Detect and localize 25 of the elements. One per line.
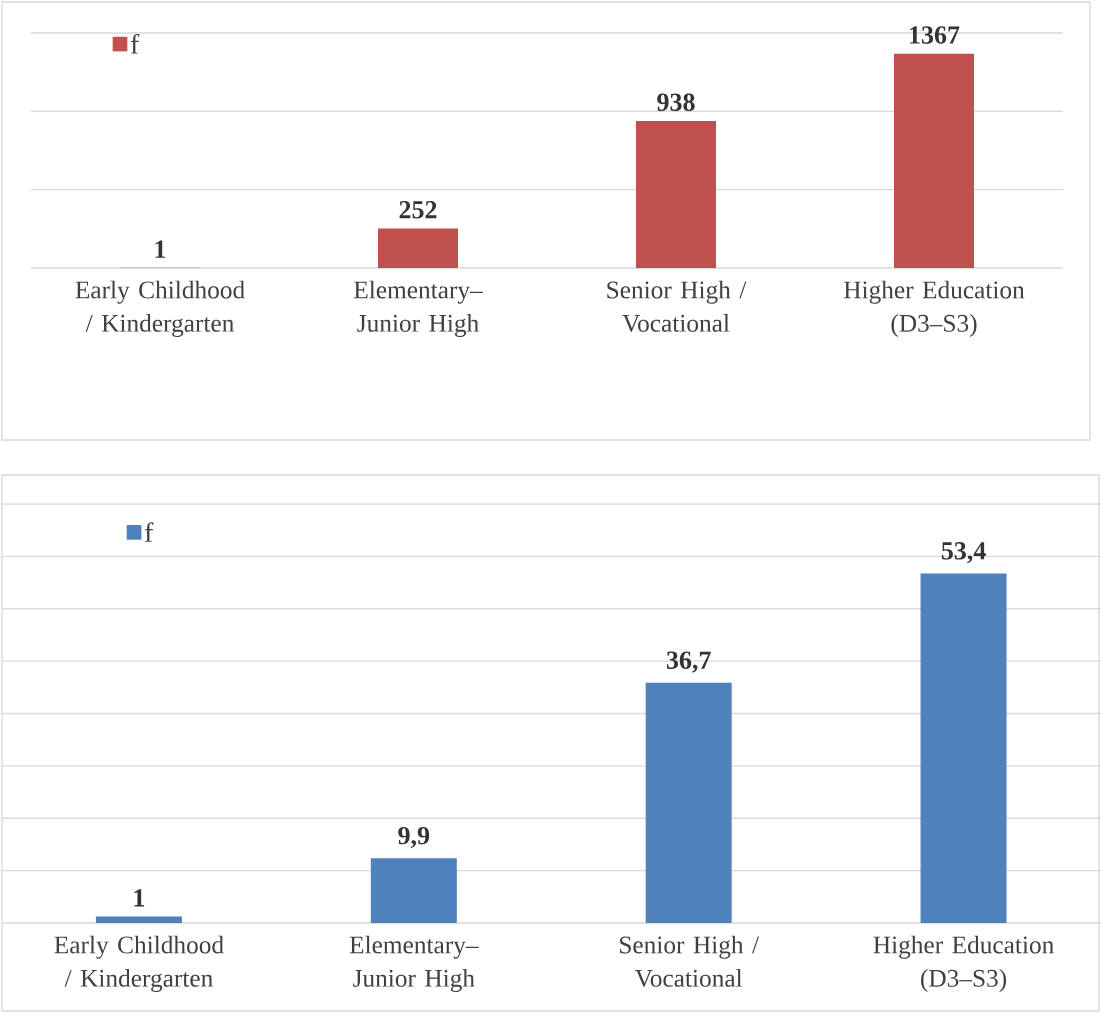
x-tick-label: Elementary–Junior High (349, 935, 479, 993)
data-label: 938 (657, 93, 695, 111)
data-label: 1 (134, 889, 145, 907)
bar (95, 916, 182, 923)
x-tick-label: Early Childhood / Kindergarten (54, 935, 224, 993)
bar (378, 228, 458, 268)
x-tick-label: Senior High / Vocational (620, 935, 760, 987)
bar (920, 573, 1007, 923)
data-label: 53,4 (941, 542, 986, 564)
bar (370, 858, 457, 923)
data-label: 36,7 (666, 651, 711, 673)
x-tick-label: Elementary–Junior High (354, 280, 483, 338)
data-label: 1 (155, 240, 166, 258)
bar (636, 121, 716, 268)
x-tick-label: Early Childhood / Kindergarten (75, 280, 245, 338)
bar (894, 53, 974, 268)
data-label: 1367 (910, 26, 960, 44)
x-tick-label: Higher Education (D3–S3) (843, 280, 1025, 337)
x-tick-label: Higher Education (D3–S3) (873, 935, 1054, 992)
legend-label: f (130, 33, 140, 54)
data-label: 252 (399, 201, 437, 219)
bar (645, 682, 732, 923)
legend-label: f (144, 522, 154, 542)
data-label: 9,9 (398, 826, 430, 849)
x-tick-label: Senior High / Vocational (607, 280, 747, 332)
